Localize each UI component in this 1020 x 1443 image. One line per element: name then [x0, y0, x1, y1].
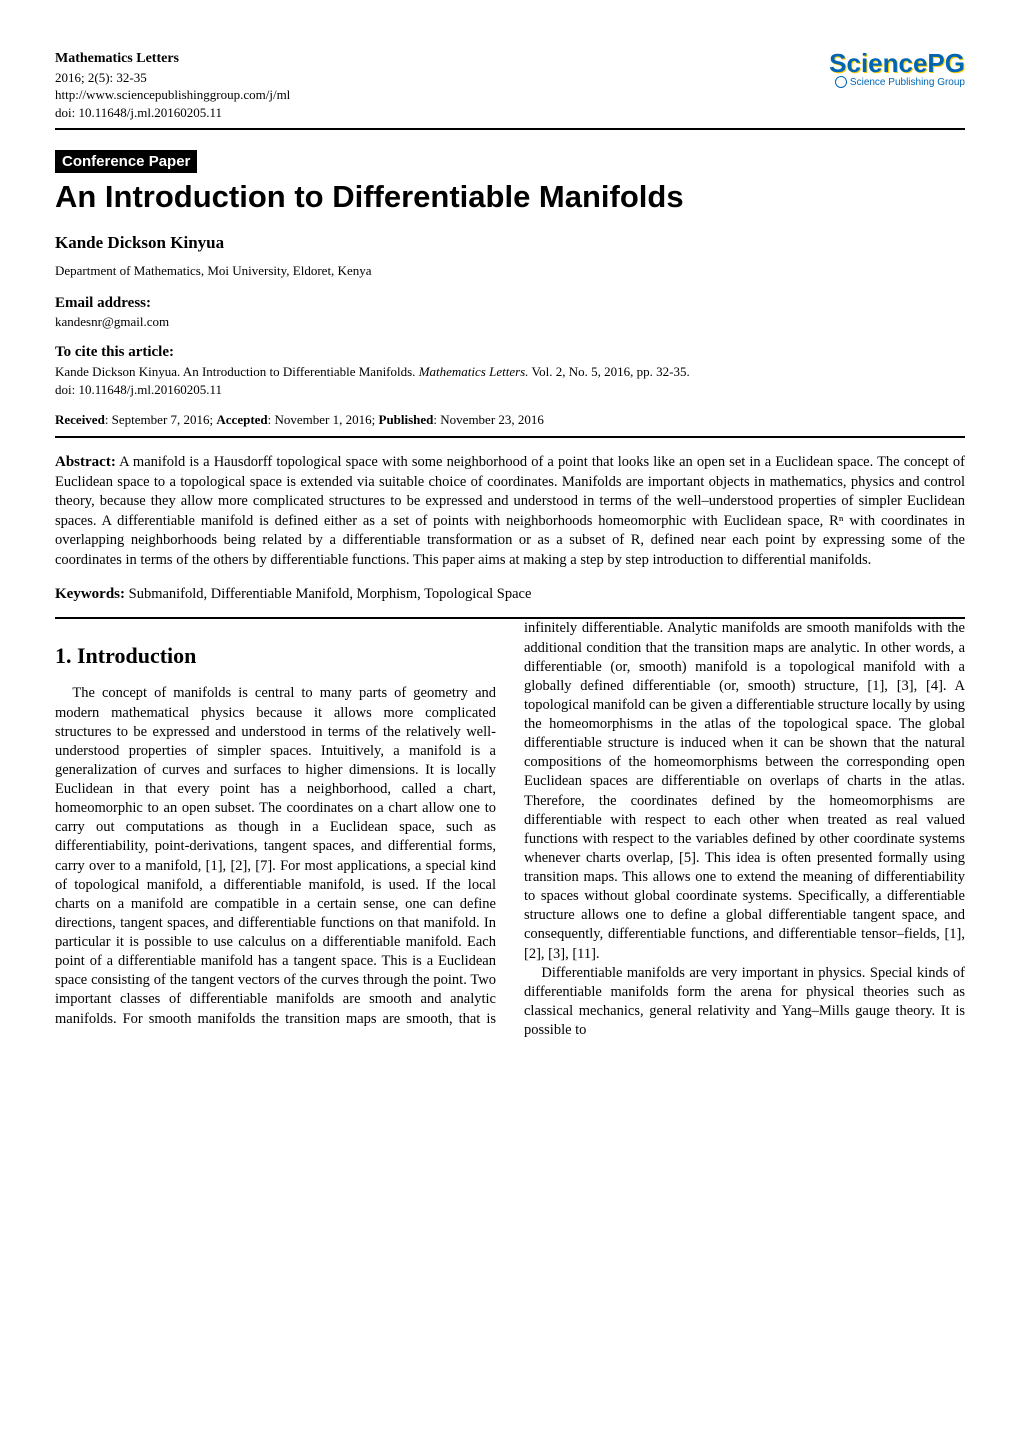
globe-icon [835, 76, 847, 88]
divider-1 [55, 436, 965, 438]
body-content: 1. Introduction The concept of manifolds… [55, 619, 965, 1040]
paragraph-2: Differentiable manifolds are very import… [524, 964, 965, 1041]
two-column-body: 1. Introduction The concept of manifolds… [55, 619, 965, 1040]
logo-sub-text: Science Publishing Group [850, 77, 965, 88]
logo-text: SciencePG [829, 50, 965, 76]
citation-text: Kande Dickson Kinyua. An Introduction to… [55, 363, 965, 381]
author-name: Kande Dickson Kinyua [55, 233, 965, 253]
citation-prefix: Kande Dickson Kinyua. An Introduction to… [55, 364, 419, 379]
publication-dates: Received: September 7, 2016; Accepted: N… [55, 412, 965, 428]
cite-label: To cite this article: [55, 344, 965, 361]
keywords-label: Keywords: [55, 586, 125, 602]
received-date: : September 7, 2016; [105, 412, 217, 427]
citation-suffix: Vol. 2, No. 5, 2016, pp. 32-35. [528, 364, 689, 379]
email-label: Email address: [55, 295, 965, 312]
author-affiliation: Department of Mathematics, Moi Universit… [55, 263, 965, 279]
author-email: kandesnr@gmail.com [55, 314, 965, 330]
citation-journal: Mathematics Letters. [419, 364, 529, 379]
journal-name: Mathematics Letters [55, 50, 290, 69]
citation-doi: doi: 10.11648/j.ml.20160205.11 [55, 382, 965, 398]
received-label: Received [55, 412, 105, 427]
keywords-block: Keywords: Submanifold, Differentiable Ma… [55, 586, 965, 603]
published-label: Published [379, 412, 434, 427]
conference-tag: Conference Paper [55, 150, 197, 173]
journal-doi: doi: 10.11648/j.ml.20160205.11 [55, 104, 290, 122]
logo-subtitle: Science Publishing Group [829, 76, 965, 88]
journal-issue: 2016; 2(5): 32-35 [55, 69, 290, 87]
published-date: : November 23, 2016 [433, 412, 543, 427]
intro-heading: 1. Introduction [55, 641, 496, 670]
header-divider [55, 128, 965, 130]
journal-info: Mathematics Letters 2016; 2(5): 32-35 ht… [55, 50, 290, 122]
accepted-label: Accepted [216, 412, 267, 427]
paper-title: An Introduction to Differentiable Manifo… [55, 179, 965, 215]
keywords-text: Submanifold, Differentiable Manifold, Mo… [125, 586, 531, 602]
journal-url: http://www.sciencepublishinggroup.com/j/… [55, 86, 290, 104]
page-header: Mathematics Letters 2016; 2(5): 32-35 ht… [55, 50, 965, 122]
abstract-block: Abstract: A manifold is a Hausdorff topo… [55, 452, 965, 570]
abstract-text: A manifold is a Hausdorff topological sp… [55, 454, 965, 568]
publisher-logo: SciencePG Science Publishing Group [829, 50, 965, 88]
abstract-label: Abstract: [55, 454, 116, 470]
accepted-date: : November 1, 2016; [268, 412, 379, 427]
